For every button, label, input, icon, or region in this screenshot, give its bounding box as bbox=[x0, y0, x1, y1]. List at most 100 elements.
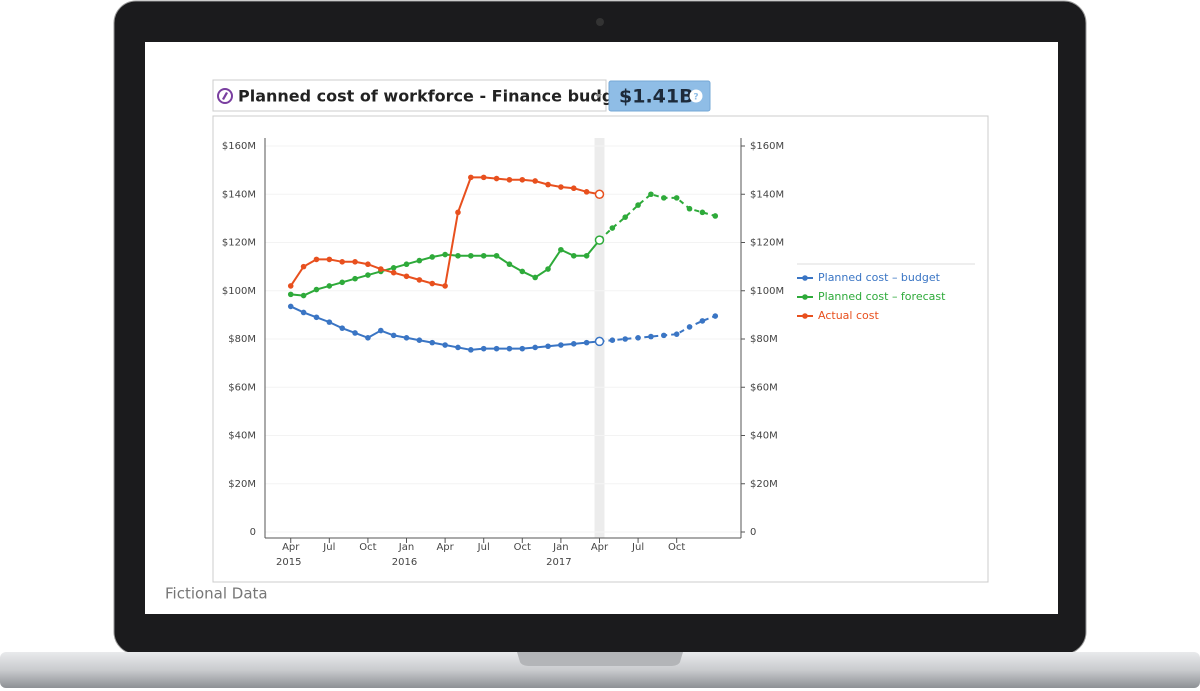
y-tick-label: $140M bbox=[222, 189, 256, 200]
data-point bbox=[532, 344, 538, 351]
total-value: $1.41B bbox=[619, 86, 694, 108]
notch bbox=[517, 652, 683, 666]
data-point bbox=[648, 191, 654, 198]
data-point bbox=[532, 178, 538, 184]
data-point bbox=[545, 343, 551, 350]
data-point bbox=[583, 252, 590, 259]
data-point bbox=[287, 283, 294, 289]
x-tick-label: Oct bbox=[668, 542, 685, 553]
y2-tick-label: $80M bbox=[750, 334, 778, 345]
data-point bbox=[609, 337, 616, 344]
chart-title: Planned cost of workforce - Finance budg… bbox=[238, 87, 632, 106]
forecast-line bbox=[598, 193, 716, 241]
legend-label: Planned cost – forecast bbox=[818, 290, 946, 303]
selector[interactable] bbox=[212, 79, 607, 112]
y2-tick-label: $140M bbox=[750, 189, 784, 200]
data-point bbox=[429, 254, 436, 260]
y2-tick-label: $160M bbox=[750, 141, 784, 152]
data-point bbox=[313, 286, 320, 293]
y-tick-label: $60M bbox=[228, 382, 256, 393]
y2-tick-label: $60M bbox=[750, 382, 778, 393]
help-icon-mark: ? bbox=[693, 93, 698, 103]
data-point bbox=[365, 334, 371, 341]
data-point bbox=[442, 283, 448, 289]
x-year-label: 2016 bbox=[392, 557, 417, 568]
y2-tick-label: 0 bbox=[750, 527, 756, 538]
x-tick-label: Apr bbox=[282, 542, 300, 553]
y2-tick-label: $20M bbox=[750, 479, 778, 490]
y-tick-label: $40M bbox=[228, 431, 256, 442]
data-point bbox=[455, 252, 461, 259]
x-tick-label: Jan bbox=[552, 542, 568, 553]
data-point bbox=[493, 175, 500, 182]
data-point bbox=[635, 202, 641, 208]
x-tick-label: Jul bbox=[631, 542, 644, 553]
data-point bbox=[339, 325, 345, 331]
data-point bbox=[339, 279, 345, 286]
data-point bbox=[377, 266, 384, 272]
data-point bbox=[468, 174, 474, 181]
data-point bbox=[468, 347, 474, 353]
data-point bbox=[570, 185, 577, 192]
data-point bbox=[493, 345, 500, 352]
data-point bbox=[635, 334, 641, 341]
data-point bbox=[326, 319, 333, 325]
legend-swatch bbox=[802, 313, 808, 319]
data-point bbox=[661, 332, 667, 339]
data-point bbox=[506, 176, 513, 183]
data-point bbox=[416, 277, 423, 283]
data-point bbox=[570, 341, 577, 347]
data-point bbox=[352, 330, 358, 336]
data-point bbox=[673, 331, 680, 337]
data-point bbox=[313, 256, 320, 263]
laptop-base bbox=[0, 652, 1200, 688]
plot: 0 $20M $40M $60M $80M $100M $120M $140M $160M 0 $2… bbox=[222, 138, 975, 568]
x-tick-label: Apr bbox=[436, 542, 454, 553]
data-point bbox=[686, 205, 693, 212]
data-point bbox=[506, 345, 513, 352]
data-point bbox=[377, 327, 384, 334]
data-point bbox=[403, 261, 410, 268]
data-point bbox=[609, 225, 616, 231]
data-point bbox=[442, 251, 448, 258]
data-point bbox=[558, 342, 564, 348]
x-tick-label: Oct bbox=[359, 542, 376, 553]
data-point bbox=[365, 272, 371, 278]
dropdown-caret[interactable] bbox=[595, 94, 602, 98]
x-year-label: 2017 bbox=[546, 557, 571, 568]
data-point bbox=[300, 309, 307, 316]
x-tick-label: Oct bbox=[514, 542, 531, 553]
data-point bbox=[287, 303, 294, 310]
data-point bbox=[352, 259, 358, 265]
data-point bbox=[699, 318, 706, 324]
data-point bbox=[545, 181, 551, 188]
data-point bbox=[622, 214, 629, 220]
data-point bbox=[493, 252, 500, 259]
legend-label: Planned cost – budget bbox=[818, 271, 941, 284]
data-point bbox=[622, 336, 629, 342]
data-point bbox=[455, 209, 461, 216]
data-point bbox=[545, 266, 551, 272]
data-point bbox=[365, 261, 371, 268]
x-tick-label: Jul bbox=[322, 542, 335, 553]
data-point bbox=[468, 252, 474, 259]
help-icon[interactable] bbox=[689, 89, 703, 103]
y2-tick-label: $120M bbox=[750, 238, 784, 249]
y-tick-label: $80M bbox=[228, 334, 256, 345]
data-point bbox=[699, 209, 706, 216]
data-point bbox=[300, 263, 307, 270]
data-point bbox=[519, 345, 526, 352]
legend-swatch bbox=[802, 294, 808, 300]
data-point bbox=[416, 337, 423, 344]
data-point bbox=[583, 189, 590, 195]
data-point bbox=[558, 184, 564, 190]
y2-tick-label: $100M bbox=[750, 286, 784, 297]
data-point bbox=[594, 189, 605, 199]
data-point bbox=[558, 246, 564, 253]
data-point bbox=[673, 195, 680, 201]
data-point bbox=[686, 324, 693, 330]
data-point bbox=[390, 265, 397, 271]
data-point bbox=[326, 283, 333, 289]
data-point bbox=[661, 195, 667, 201]
data-point bbox=[442, 342, 448, 348]
